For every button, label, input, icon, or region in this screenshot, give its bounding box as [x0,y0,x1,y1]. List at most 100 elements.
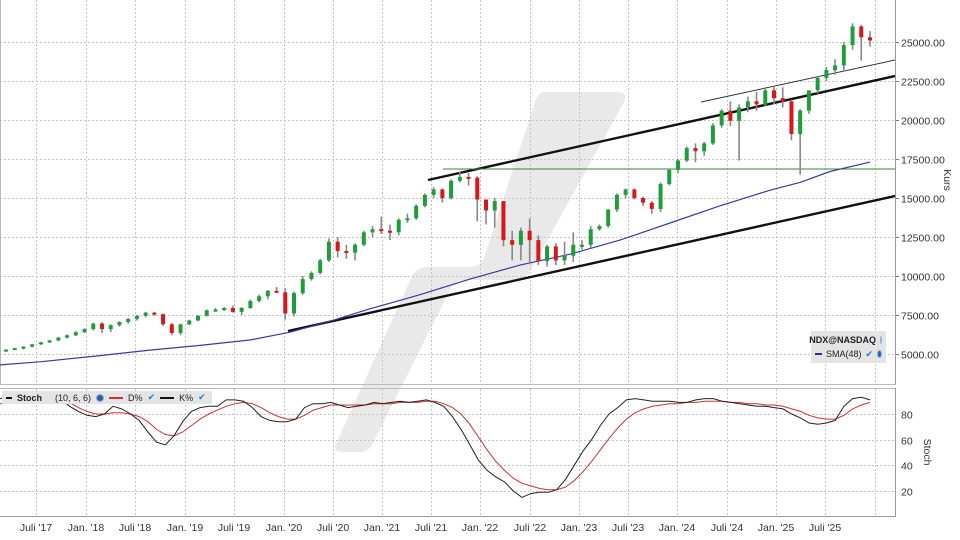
candle [152,312,157,315]
candle [580,244,584,247]
stoch-grid [0,389,895,516]
legend-sma-label: SMA(48) [825,349,862,359]
candle [21,346,26,349]
candle [728,110,733,121]
candle [187,320,192,325]
candle [344,251,349,254]
lower-channel-line[interactable] [287,194,896,333]
candle [684,148,689,161]
stoch-tick-label: 40 [901,461,913,473]
candle [850,26,855,46]
candle [204,310,209,316]
candle [300,279,305,294]
candle [414,205,419,219]
x-tick-label: Juli '18 [119,522,152,534]
candle [388,230,392,233]
x-tick-label: Juli '23 [612,522,645,534]
legend-symbol-row[interactable]: NDX@NASDAQ [809,333,886,347]
candle [492,201,497,211]
candle [91,323,96,330]
candle [38,342,43,345]
candle [230,307,235,312]
stoch-settings-gear-icon[interactable] [96,393,105,402]
candle [553,246,558,261]
stoch-legend: Stoch (10, 6, 6) D% ✔ K% ✔ [2,391,212,404]
stoch-legend-d-label: D% [128,392,143,403]
candle [693,148,698,152]
candle [143,312,148,316]
upper-channel-line[interactable] [427,74,896,182]
x-tick-label: Jan. '21 [364,522,401,534]
candle [536,240,541,262]
candle [789,101,794,135]
candle [676,160,680,170]
settings-gear-icon[interactable] [880,336,882,344]
main-grid [0,0,899,384]
y-tick-label: 12500.00 [901,233,945,245]
stoch-legend-k-label: K% [179,392,194,403]
candle [117,322,122,326]
candle [239,307,244,312]
d-visible-checkmark-icon[interactable]: ✔ [147,392,156,402]
sma-settings-gear-icon[interactable] [877,350,882,358]
sma-visible-checkmark-icon[interactable]: ✔ [865,348,874,359]
stoch-k-line [0,394,871,498]
x-tick-label: Juli '19 [218,522,251,534]
y-tick-label: 17500.00 [901,155,945,167]
thin-resistance-line[interactable] [700,59,896,103]
x-tick-label: Juli '24 [711,522,744,534]
y-tick-label: 7500.00 [901,311,939,323]
candle [710,125,715,144]
candle [719,110,724,126]
candle [457,176,462,181]
legend-symbol-label: NDX@NASDAQ [809,335,876,345]
x-tick-label: Jan. '19 [167,522,204,534]
candle [108,325,113,330]
main-y-axis-labels: 25000.00 22500.00 20000.00 17500.00 15000.00… [901,38,945,362]
x-axis-labels: Juli '17 Jan. '18 Juli '18 Jan. '19 Juli '19… [20,522,842,534]
candle [606,209,611,227]
stoch-y-axis-labels: 80 60 40 20 [901,410,913,499]
x-tick-label: Jan. '20 [266,522,303,534]
candle [702,143,707,152]
main-y-axis-title: Kurs [941,169,953,191]
candle [370,229,375,233]
k-visible-checkmark-icon[interactable]: ✔ [198,392,206,402]
candle [484,199,488,211]
main-legend: NDX@NASDAQ SMA(48) ✔ [809,331,886,363]
y-tick-label: 10000.00 [901,272,945,284]
candle [632,189,637,198]
legend-sma-row[interactable]: SMA(48) ✔ [811,347,886,361]
d-swatch-icon [109,396,124,399]
candle [466,176,471,179]
candle [841,45,846,66]
candlesticks [4,23,872,352]
candle [100,323,104,330]
candle [815,77,820,91]
candle [833,65,838,71]
y-tick-label: 25000.00 [901,38,945,50]
candle [763,90,768,105]
candle [56,337,61,341]
candle [475,177,480,200]
candle [667,169,672,184]
candle [4,349,8,352]
candle [379,229,384,232]
x-tick-label: Juli '22 [514,522,547,534]
x-tick-label: Jan. '23 [561,522,598,534]
candle [658,183,663,209]
candle [859,26,864,38]
x-tick-label: Jan. '24 [659,522,696,534]
candle [614,194,619,210]
candle [265,290,270,297]
candle [47,340,52,343]
candle [422,194,427,206]
x-tick-label: Jan. '25 [758,522,795,534]
x-tick-label: Juli '20 [317,522,350,534]
candle [405,218,410,221]
candle [73,332,78,336]
candle [545,246,550,262]
candle [178,324,183,333]
candle [292,293,296,314]
candle [318,260,323,273]
